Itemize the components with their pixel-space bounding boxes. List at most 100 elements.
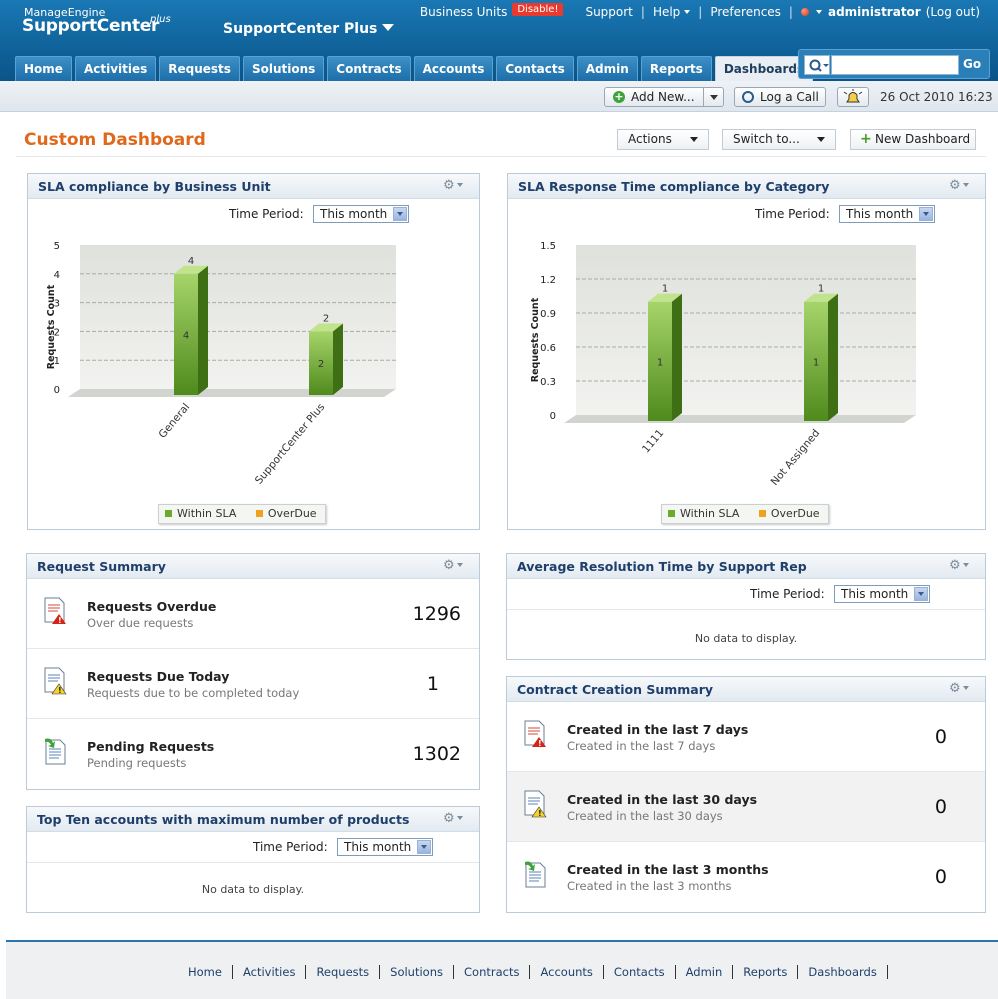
- time-period-select[interactable]: This month: [337, 838, 433, 856]
- footer: Home Activities Requests Solutions Contr…: [6, 940, 998, 999]
- sla-bu-panel: SLA compliance by Business Unit ⚙ Time P…: [27, 173, 480, 530]
- tab-contracts[interactable]: Contracts: [327, 56, 411, 81]
- alarm-icon: [843, 89, 863, 103]
- switch-to-label: Switch to...: [733, 132, 800, 146]
- business-units-disable-badge[interactable]: Disable!: [512, 2, 564, 16]
- footer-links: Home Activities Requests Solutions Contr…: [182, 965, 888, 979]
- legend-swatch: [165, 510, 172, 517]
- summary-row-due-today[interactable]: ! Requests Due Today Requests due to be …: [27, 649, 479, 719]
- chevron-down-icon[interactable]: [703, 88, 724, 106]
- search-input[interactable]: [831, 55, 959, 75]
- footer-link-contacts[interactable]: Contacts: [604, 965, 676, 979]
- chevron-down-icon: [914, 587, 928, 601]
- add-new-button[interactable]: + Add New...: [604, 87, 724, 107]
- panel-settings-button[interactable]: ⚙: [949, 179, 975, 193]
- brand-logo[interactable]: SupportCenter: [22, 16, 160, 36]
- summary-row-count[interactable]: 0: [934, 866, 947, 888]
- summary-row-count[interactable]: 1296: [412, 603, 461, 625]
- footer-link-home[interactable]: Home: [182, 965, 233, 979]
- y-tick-label: 0.3: [540, 377, 556, 388]
- data-label-inside: 1: [813, 357, 819, 368]
- search-icon: [809, 59, 829, 72]
- summary-row-title: Created in the last 30 days: [567, 792, 758, 807]
- help-menu[interactable]: Help: [653, 5, 691, 19]
- summary-row-count[interactable]: 1: [426, 673, 439, 695]
- search-go-button[interactable]: Go: [963, 57, 982, 71]
- panel-settings-button[interactable]: ⚙: [443, 559, 469, 573]
- contract-row-3-months[interactable]: Created in the last 3 months Created in …: [507, 842, 985, 912]
- tab-activities[interactable]: Activities: [74, 56, 157, 81]
- footer-link-dashboards[interactable]: Dashboards: [798, 965, 888, 979]
- panel-header: SLA Response Time compliance by Category…: [508, 174, 985, 199]
- footer-link-admin[interactable]: Admin: [676, 965, 734, 979]
- time-period-select[interactable]: This month: [313, 205, 409, 223]
- svg-text:!: !: [58, 686, 62, 695]
- summary-row-count[interactable]: 0: [934, 796, 947, 818]
- footer-link-requests[interactable]: Requests: [306, 965, 381, 979]
- divider: [16, 156, 986, 157]
- divider: |: [698, 5, 703, 19]
- instance-selector[interactable]: SupportCenter Plus: [223, 21, 395, 37]
- gear-icon: ⚙: [443, 178, 455, 193]
- y-tick-label: 1: [54, 356, 60, 367]
- plus-icon: +: [860, 131, 872, 147]
- tab-contacts[interactable]: Contacts: [496, 56, 574, 81]
- tab-admin[interactable]: Admin: [576, 56, 638, 81]
- footer-link-reports[interactable]: Reports: [733, 965, 799, 979]
- footer-link-solutions[interactable]: Solutions: [380, 965, 454, 979]
- search-scope-dropdown[interactable]: [804, 55, 830, 75]
- summary-row-count[interactable]: 1302: [412, 743, 461, 765]
- bar-side: [333, 323, 343, 395]
- preferences-link[interactable]: Preferences: [710, 5, 781, 19]
- gear-icon: ⚙: [949, 558, 961, 573]
- panel-settings-button[interactable]: ⚙: [949, 682, 975, 696]
- legend-item: Within SLA: [668, 507, 739, 520]
- actions-dropdown[interactable]: Actions: [617, 129, 709, 150]
- tab-reports[interactable]: Reports: [640, 56, 712, 81]
- brand-plus: plus: [150, 14, 171, 25]
- legend-swatch: [758, 510, 766, 517]
- tab-accounts[interactable]: Accounts: [413, 56, 494, 81]
- logout-link[interactable]: (Log out): [925, 5, 980, 19]
- tab-requests[interactable]: Requests: [159, 56, 240, 81]
- legend-swatch: [668, 510, 675, 517]
- time-period-select[interactable]: This month: [839, 205, 935, 223]
- actions-label: Actions: [628, 132, 672, 146]
- chevron-down-icon: [684, 10, 691, 14]
- time-period-select[interactable]: This month: [834, 585, 930, 603]
- reminder-button[interactable]: [837, 87, 869, 107]
- bar-side: [672, 293, 682, 421]
- new-dashboard-button[interactable]: + New Dashboard: [850, 129, 976, 150]
- contract-row-30-days[interactable]: ! Created in the last 30 days Created in…: [507, 772, 985, 842]
- footer-link-activities[interactable]: Activities: [233, 965, 307, 979]
- request-summary-panel: Request Summary ⚙ ! Requests Overdue Ove…: [26, 553, 480, 790]
- chevron-down-icon: [690, 137, 698, 142]
- footer-link-contracts[interactable]: Contracts: [454, 965, 531, 979]
- legend-swatch: [255, 510, 263, 517]
- document-error-icon: !: [44, 597, 66, 625]
- tab-solutions[interactable]: Solutions: [242, 56, 325, 81]
- log-call-button[interactable]: Log a Call: [734, 87, 826, 107]
- time-period-label: Time Period:: [755, 207, 830, 221]
- tab-home[interactable]: Home: [15, 56, 72, 81]
- avg-resolution-panel: Average Resolution Time by Support Rep ⚙…: [506, 553, 986, 660]
- support-link[interactable]: Support: [585, 5, 633, 19]
- panel-settings-button[interactable]: ⚙: [949, 559, 975, 573]
- chevron-down-icon: [393, 207, 407, 221]
- footer-link-accounts[interactable]: Accounts: [530, 965, 604, 979]
- summary-row-overdue[interactable]: ! Requests Overdue Over due requests 129…: [27, 579, 479, 649]
- user-name[interactable]: administrator: [827, 5, 921, 19]
- summary-row-pending[interactable]: Pending Requests Pending requests 1302: [27, 719, 479, 789]
- y-tick-label: 0.6: [540, 343, 556, 354]
- panel-settings-button[interactable]: ⚙: [443, 812, 469, 826]
- user-menu-chevron-icon[interactable]: [815, 10, 822, 14]
- summary-row-count[interactable]: 0: [934, 726, 947, 748]
- panel-settings-button[interactable]: ⚙: [443, 179, 469, 193]
- plot-area: [80, 245, 396, 389]
- contract-row-7-days[interactable]: ! Created in the last 7 days Created in …: [507, 702, 985, 772]
- switch-to-dropdown[interactable]: Switch to...: [722, 129, 836, 150]
- business-units-link[interactable]: Business Units: [419, 5, 508, 19]
- time-period-value: This month: [344, 840, 412, 854]
- top-ten-accounts-panel: Top Ten accounts with maximum number of …: [26, 806, 480, 913]
